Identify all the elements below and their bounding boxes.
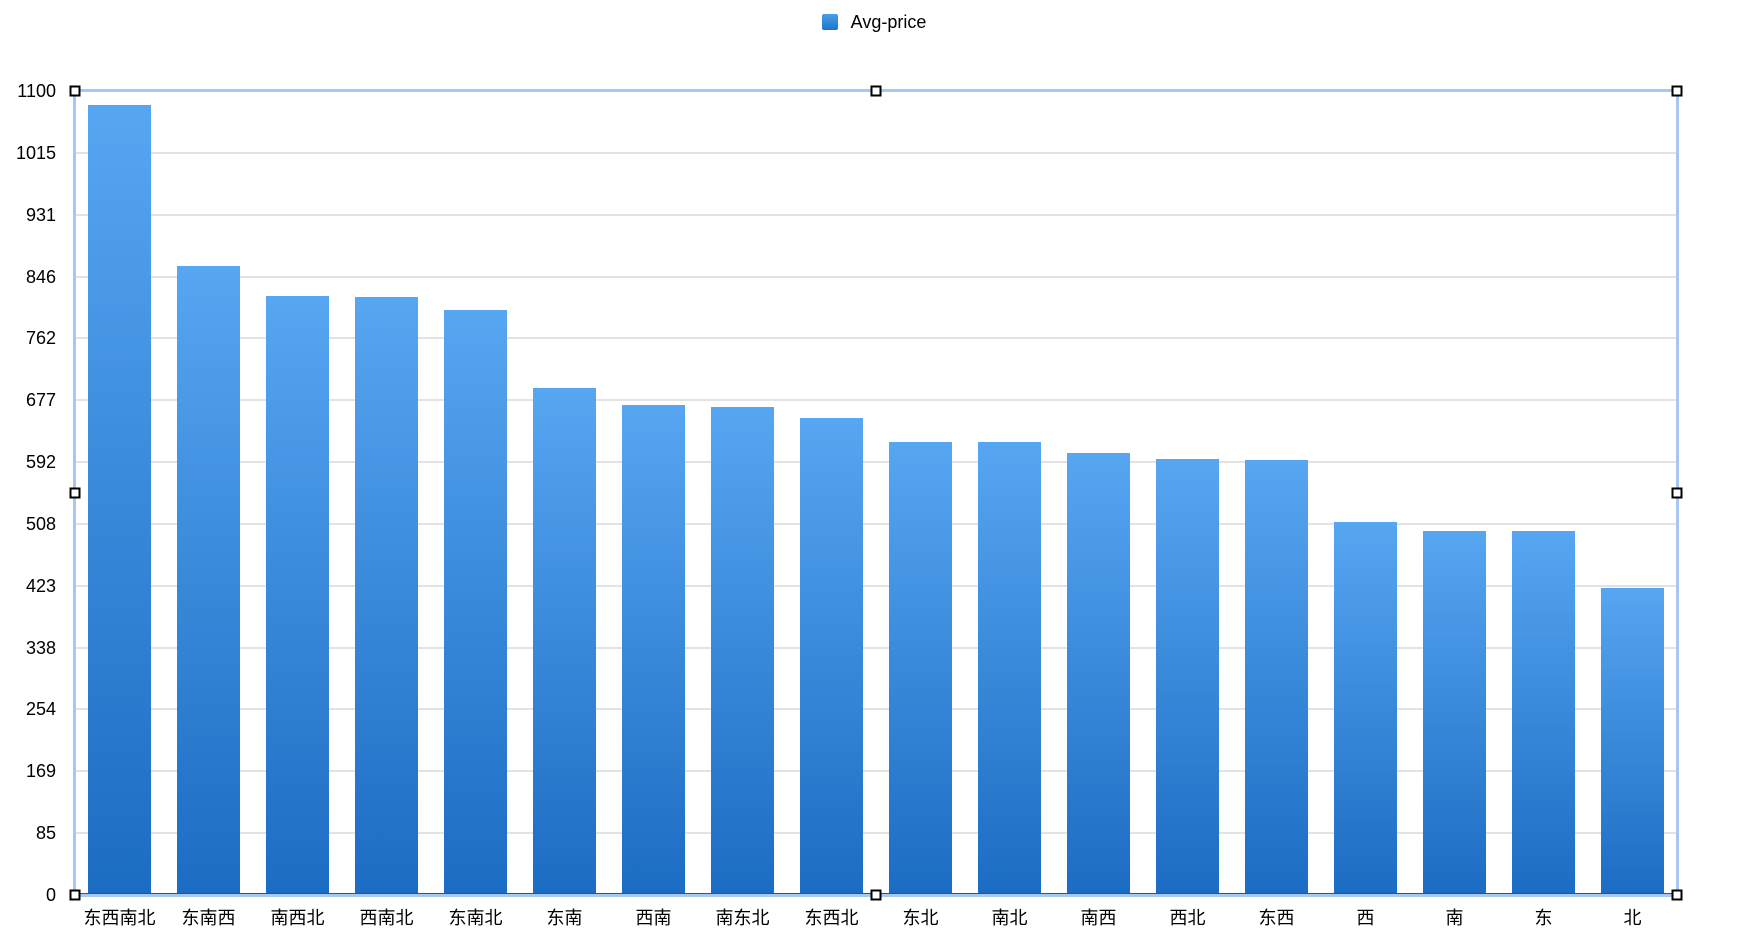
legend-swatch-avg-price xyxy=(821,14,838,30)
bar-东南北[interactable] xyxy=(444,310,507,895)
bar-南东北[interactable] xyxy=(711,407,774,895)
gridline xyxy=(75,399,1677,402)
bar-南西[interactable] xyxy=(1067,452,1130,895)
bar-南[interactable] xyxy=(1423,531,1486,895)
gridline xyxy=(75,213,1677,216)
x-tick-label: 东南北 xyxy=(448,908,503,928)
gridline xyxy=(75,337,1677,340)
selection-handle-mid-left[interactable] xyxy=(69,487,81,499)
x-tick-label: 南东北 xyxy=(715,908,770,928)
y-tick-label: 85 xyxy=(35,822,56,843)
selection-handle-top-left[interactable] xyxy=(69,85,81,97)
x-tick-label: 西北 xyxy=(1169,908,1206,928)
bar-西北[interactable] xyxy=(1156,459,1219,895)
y-tick-label: 508 xyxy=(25,513,56,534)
x-tick-label: 南西 xyxy=(1080,908,1117,928)
bar-西南北[interactable] xyxy=(355,297,418,895)
x-tick-label: 西 xyxy=(1356,908,1375,928)
gridline xyxy=(75,770,1677,773)
legend-label: Avg-price xyxy=(850,12,927,32)
bar-西南[interactable] xyxy=(622,405,685,895)
y-tick-label: 846 xyxy=(25,266,56,287)
x-tick-label: 东南 xyxy=(546,908,583,928)
y-tick-label: 1015 xyxy=(15,143,56,164)
bar-东北[interactable] xyxy=(889,441,952,895)
x-tick-label: 南北 xyxy=(991,908,1028,928)
bar-东西北[interactable] xyxy=(800,418,863,895)
y-tick-label: 677 xyxy=(25,390,56,411)
x-tick-label: 南 xyxy=(1445,908,1464,928)
x-tick-label: 东北 xyxy=(902,908,939,928)
x-tick-label: 东西北 xyxy=(804,908,859,928)
y-tick-label: 931 xyxy=(25,204,56,225)
bar-东西南北[interactable] xyxy=(88,104,151,895)
y-tick-label: 423 xyxy=(25,575,56,596)
y-tick-label: 254 xyxy=(25,699,56,720)
gridline xyxy=(75,646,1677,649)
selection-handle-mid-right[interactable] xyxy=(1671,487,1683,499)
y-tick-label: 762 xyxy=(25,328,56,349)
gridline xyxy=(75,831,1677,834)
bar-南西北[interactable] xyxy=(266,295,329,895)
bar-北[interactable] xyxy=(1601,588,1664,895)
bar-南北[interactable] xyxy=(978,441,1041,895)
x-tick-label: 东西 xyxy=(1258,908,1295,928)
gridline xyxy=(75,522,1677,525)
x-tick-label: 西南 xyxy=(635,908,672,928)
chart-legend[interactable]: Avg-price xyxy=(0,10,1748,34)
x-tick-label: 东西南北 xyxy=(83,908,156,928)
y-tick-label: 169 xyxy=(25,761,56,782)
bar-东南西[interactable] xyxy=(177,266,240,895)
gridline xyxy=(75,461,1677,464)
y-tick-label: 338 xyxy=(25,637,56,658)
selection-handle-top-right[interactable] xyxy=(1671,85,1683,97)
x-tick-label: 东 xyxy=(1534,908,1553,928)
x-tick-label: 西南北 xyxy=(359,908,414,928)
x-tick-label: 南西北 xyxy=(270,908,325,928)
selection-handle-bottom-right[interactable] xyxy=(1671,889,1683,901)
bar-西[interactable] xyxy=(1334,521,1397,895)
x-tick-label: 东南西 xyxy=(181,908,236,928)
x-tick-label: 北 xyxy=(1623,908,1642,928)
selection-handle-top-center[interactable] xyxy=(870,85,882,97)
gridline xyxy=(75,275,1677,278)
gridline xyxy=(75,152,1677,155)
gridline xyxy=(75,584,1677,587)
selection-handle-bottom-center[interactable] xyxy=(870,889,882,901)
bar-东[interactable] xyxy=(1512,531,1575,895)
plot-area[interactable] xyxy=(69,85,1683,901)
gridline xyxy=(75,708,1677,711)
y-tick-label: 592 xyxy=(25,452,56,473)
y-tick-label: 0 xyxy=(45,885,56,905)
bar-东南[interactable] xyxy=(533,387,596,895)
selection-handle-bottom-left[interactable] xyxy=(69,889,81,901)
bar-东西[interactable] xyxy=(1245,460,1308,895)
y-tick-label: 1100 xyxy=(17,81,56,101)
